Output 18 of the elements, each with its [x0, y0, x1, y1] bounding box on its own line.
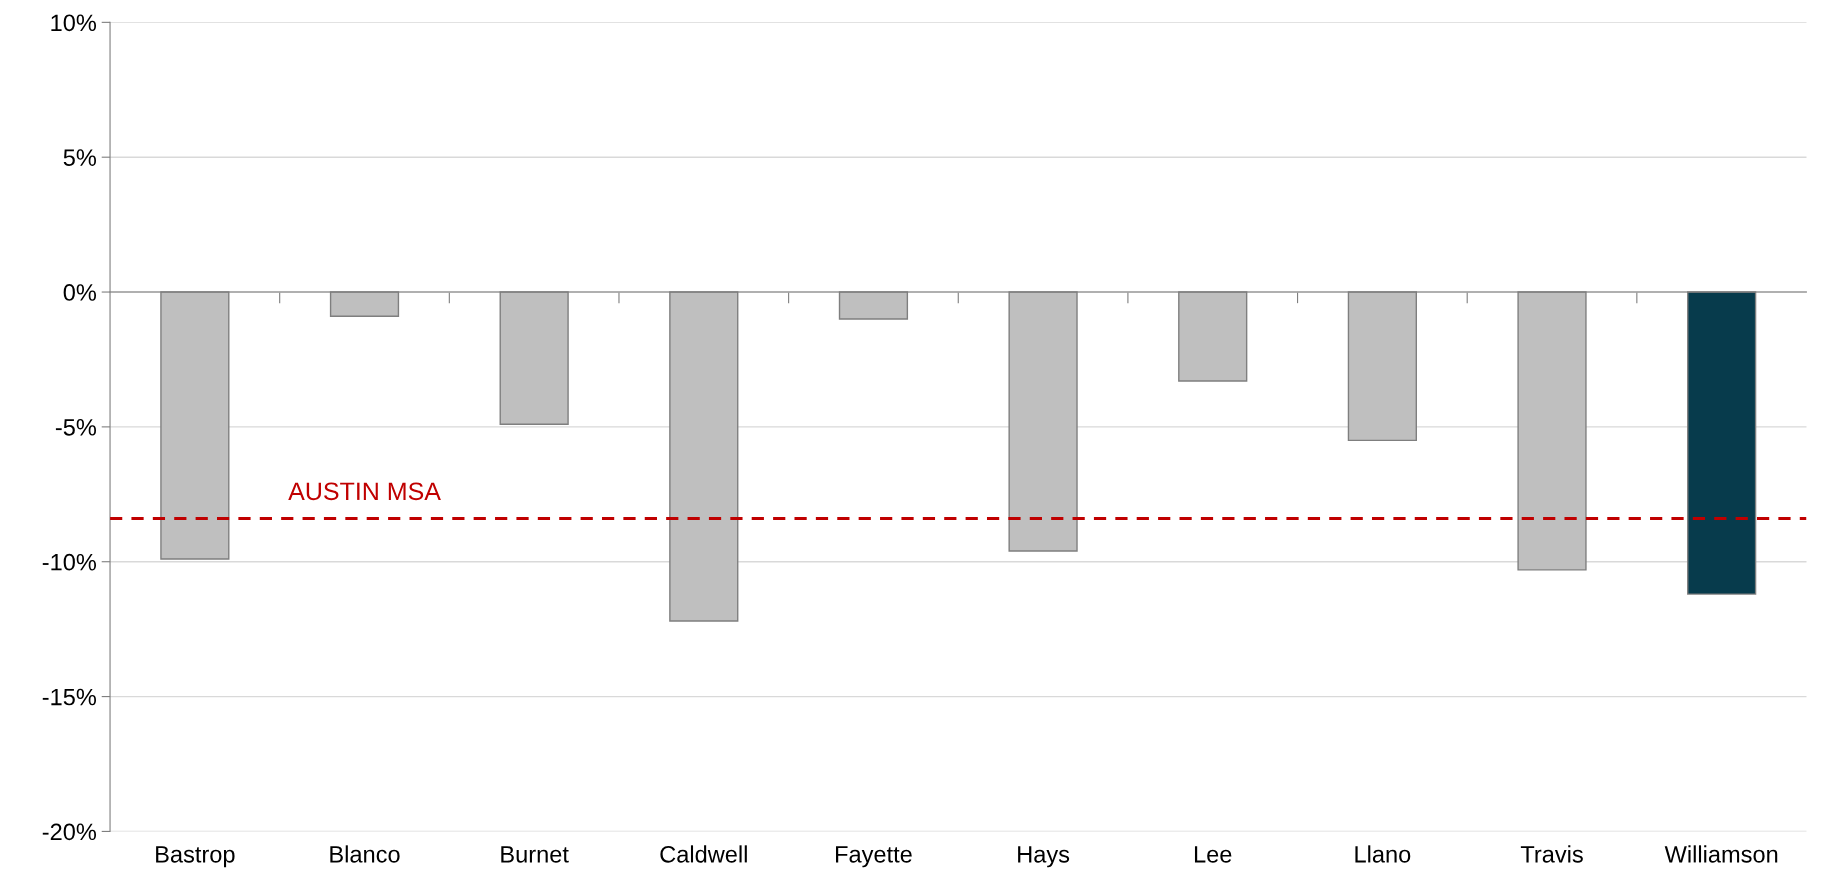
x-tick-label: Bastrop [156, 846, 235, 868]
y-tick-label: -20% [42, 823, 97, 841]
y-tick-label: 5% [63, 149, 97, 166]
x-tick-label: Travis [1520, 845, 1583, 863]
x-tick-label: Burnet [501, 846, 569, 863]
x-tick-label: Fayette [836, 846, 912, 868]
x-tick-label: Blanco [330, 845, 400, 863]
y-tick-label: 10% [51, 14, 97, 32]
ref-line-label: AUSTIN MSA [288, 482, 441, 501]
x-tick-label: Lee [1194, 846, 1232, 863]
x-tick-label: Hays [1018, 846, 1070, 868]
x-tick-label: Llano [1355, 845, 1411, 863]
x-tick-label: Caldwell [660, 845, 747, 863]
y-tick-label: -15% [42, 688, 97, 706]
y-tick-label: -10% [42, 553, 97, 571]
y-tick-label: -5% [55, 419, 97, 436]
x-tick-label: Williamson [1664, 845, 1778, 863]
y-tick-label: 0% [63, 284, 97, 301]
